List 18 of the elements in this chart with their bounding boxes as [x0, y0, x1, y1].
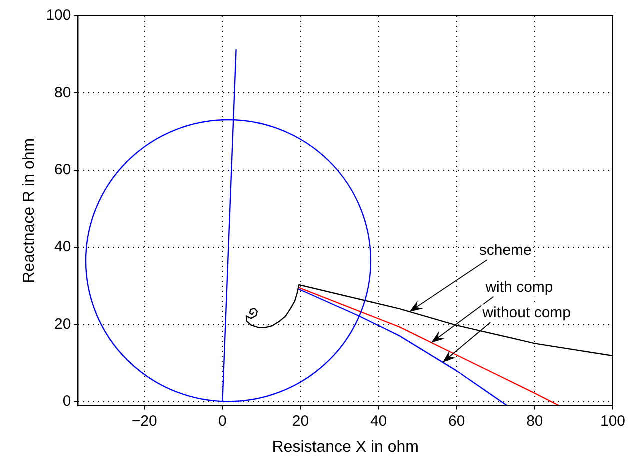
x-tick-label: 20 [292, 412, 310, 430]
y-tick-label: 40 [54, 238, 72, 256]
annotation: scheme [479, 242, 532, 260]
x-tick-label: 100 [600, 412, 626, 430]
x-tick-label: 60 [448, 412, 466, 430]
x-tick-label: 80 [526, 412, 544, 430]
y-tick-label: 80 [54, 84, 72, 102]
y-axis-title: Reactnace R in ohm [21, 138, 38, 284]
y-tick-label: 0 [62, 393, 72, 410]
y-tick-label: 60 [54, 162, 72, 179]
x-axis-title: Resistance X in ohm [272, 438, 419, 456]
y-tick-label: 20 [54, 316, 72, 333]
annotation: without comp [482, 304, 571, 322]
x-tick-label: 40 [370, 412, 388, 430]
x-tick-label: −20 [132, 412, 158, 430]
y-tick-label: 100 [46, 7, 72, 24]
x-tick-label: 0 [218, 412, 227, 430]
annotation: with comp [484, 279, 554, 296]
